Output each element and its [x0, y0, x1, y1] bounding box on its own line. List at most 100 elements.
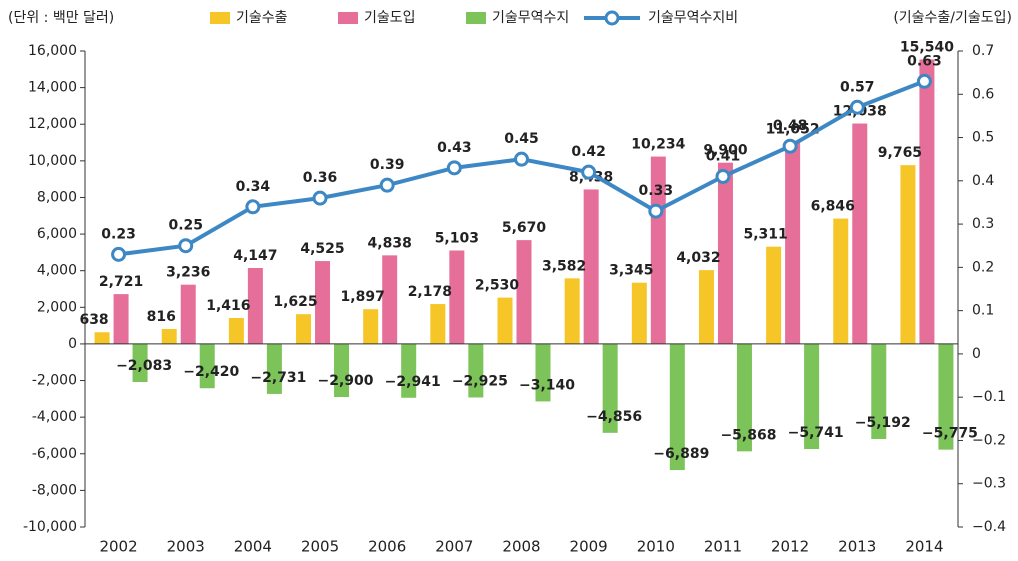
data-label: 3,582 — [542, 258, 586, 274]
data-label: −5,775 — [922, 426, 978, 442]
data-label: 5,311 — [743, 227, 787, 243]
y-tick-label: -8,000 — [32, 482, 77, 498]
ratio-marker — [782, 138, 798, 154]
y-tick-label: 16,000 — [28, 43, 77, 59]
data-label: −5,192 — [855, 415, 911, 431]
ratio-marker — [245, 199, 261, 215]
bar — [650, 156, 666, 344]
ratio-label: 0.57 — [840, 79, 875, 95]
data-label: 1,416 — [206, 298, 250, 314]
data-label: −6,889 — [653, 446, 709, 462]
x-tick-label: 2009 — [570, 538, 608, 556]
data-label: −2,420 — [183, 364, 239, 380]
data-label: 4,525 — [300, 241, 344, 257]
data-label: 1,897 — [341, 289, 385, 305]
data-label: −4,856 — [586, 409, 642, 425]
x-tick-label: 2011 — [704, 538, 742, 556]
y2-tick-label: 0.3 — [972, 216, 994, 232]
legend-label: 기술수출 — [236, 10, 288, 26]
legend-swatch — [466, 12, 486, 24]
x-tick-label: 2013 — [838, 538, 876, 556]
bar — [266, 343, 282, 394]
y-tick-label: 8,000 — [37, 189, 77, 205]
ratio-label: 0.25 — [168, 218, 203, 234]
ratio-label: 0.43 — [437, 140, 472, 156]
bar — [199, 343, 215, 389]
bar — [132, 343, 148, 383]
data-label: 5,103 — [435, 230, 479, 246]
data-label: 4,032 — [676, 250, 720, 266]
data-label: −3,140 — [519, 377, 575, 393]
y2-tick-label: 0.1 — [972, 303, 994, 319]
y2-tick-label: −0.1 — [972, 389, 1006, 405]
bar — [449, 250, 465, 344]
bar — [564, 278, 580, 344]
bar — [919, 59, 935, 344]
y-tick-label: -10,000 — [23, 519, 77, 535]
legend-label: 기술무역수지비 — [648, 10, 738, 26]
x-tick-label: 2005 — [301, 538, 339, 556]
bar — [535, 343, 551, 402]
x-tick-label: 2004 — [234, 538, 272, 556]
data-label: −2,941 — [385, 374, 441, 390]
y-tick-label: 14,000 — [28, 80, 77, 96]
y-tick-label: 4,000 — [37, 263, 77, 279]
bar — [363, 309, 379, 344]
bar — [296, 314, 312, 344]
x-tick-label: 2008 — [502, 538, 540, 556]
y-tick-label: -2,000 — [32, 373, 77, 389]
bar — [717, 162, 733, 344]
bar — [900, 165, 916, 344]
ratio-label: 0.36 — [303, 170, 338, 186]
x-tick-label: 2003 — [167, 538, 205, 556]
x-tick-label: 2012 — [771, 538, 809, 556]
ratio-marker — [312, 190, 328, 206]
ratio-marker — [581, 164, 597, 180]
ratio-marker — [111, 246, 127, 262]
data-label: −5,868 — [720, 427, 776, 443]
ratio-label: 0.45 — [504, 131, 539, 147]
legend-label: 기술무역수지 — [492, 10, 569, 26]
ratio-label: 0.33 — [639, 183, 674, 199]
ratio-label: 0.41 — [706, 148, 741, 164]
data-label: 2,530 — [475, 278, 520, 294]
bar — [228, 317, 244, 344]
bar — [602, 343, 618, 433]
bar — [94, 332, 110, 344]
data-label: 638 — [79, 312, 108, 328]
x-tick-label: 2014 — [905, 538, 943, 556]
y2-tick-label: 0.5 — [972, 130, 994, 146]
y2-tick-label: −0.3 — [972, 476, 1006, 492]
data-label: 9,765 — [878, 145, 922, 161]
y-tick-label: 0 — [68, 336, 77, 352]
ratio-marker — [446, 160, 462, 176]
y-tick-label: 12,000 — [28, 116, 77, 132]
bar — [938, 343, 954, 450]
y2-tick-label: 0.4 — [972, 173, 994, 189]
data-label: −2,731 — [250, 370, 306, 386]
y-tick-label: 2,000 — [37, 299, 77, 315]
data-label: 3,236 — [166, 265, 210, 281]
y-tick-label: -6,000 — [32, 446, 77, 462]
bar — [698, 270, 714, 344]
ratio-label: 0.23 — [101, 226, 136, 242]
bar — [736, 343, 752, 452]
data-label: 15,540 — [900, 39, 954, 55]
data-label: −2,900 — [318, 373, 374, 389]
legend-swatch — [210, 12, 230, 24]
x-tick-label: 2010 — [637, 538, 675, 556]
x-tick-label: 2006 — [368, 538, 406, 556]
legend-swatch — [604, 10, 620, 26]
ratio-label: 0.34 — [236, 179, 271, 195]
bar — [430, 304, 446, 344]
bar — [315, 261, 331, 344]
ratio-marker — [178, 238, 194, 254]
bar — [180, 284, 196, 344]
y-tick-label: 10,000 — [28, 153, 77, 169]
ratio-marker — [916, 73, 932, 89]
data-label: 6,846 — [811, 199, 855, 215]
y2-tick-label: 0 — [972, 346, 981, 362]
data-label: −2,925 — [452, 373, 508, 389]
bar — [833, 218, 849, 344]
bar — [468, 343, 484, 398]
